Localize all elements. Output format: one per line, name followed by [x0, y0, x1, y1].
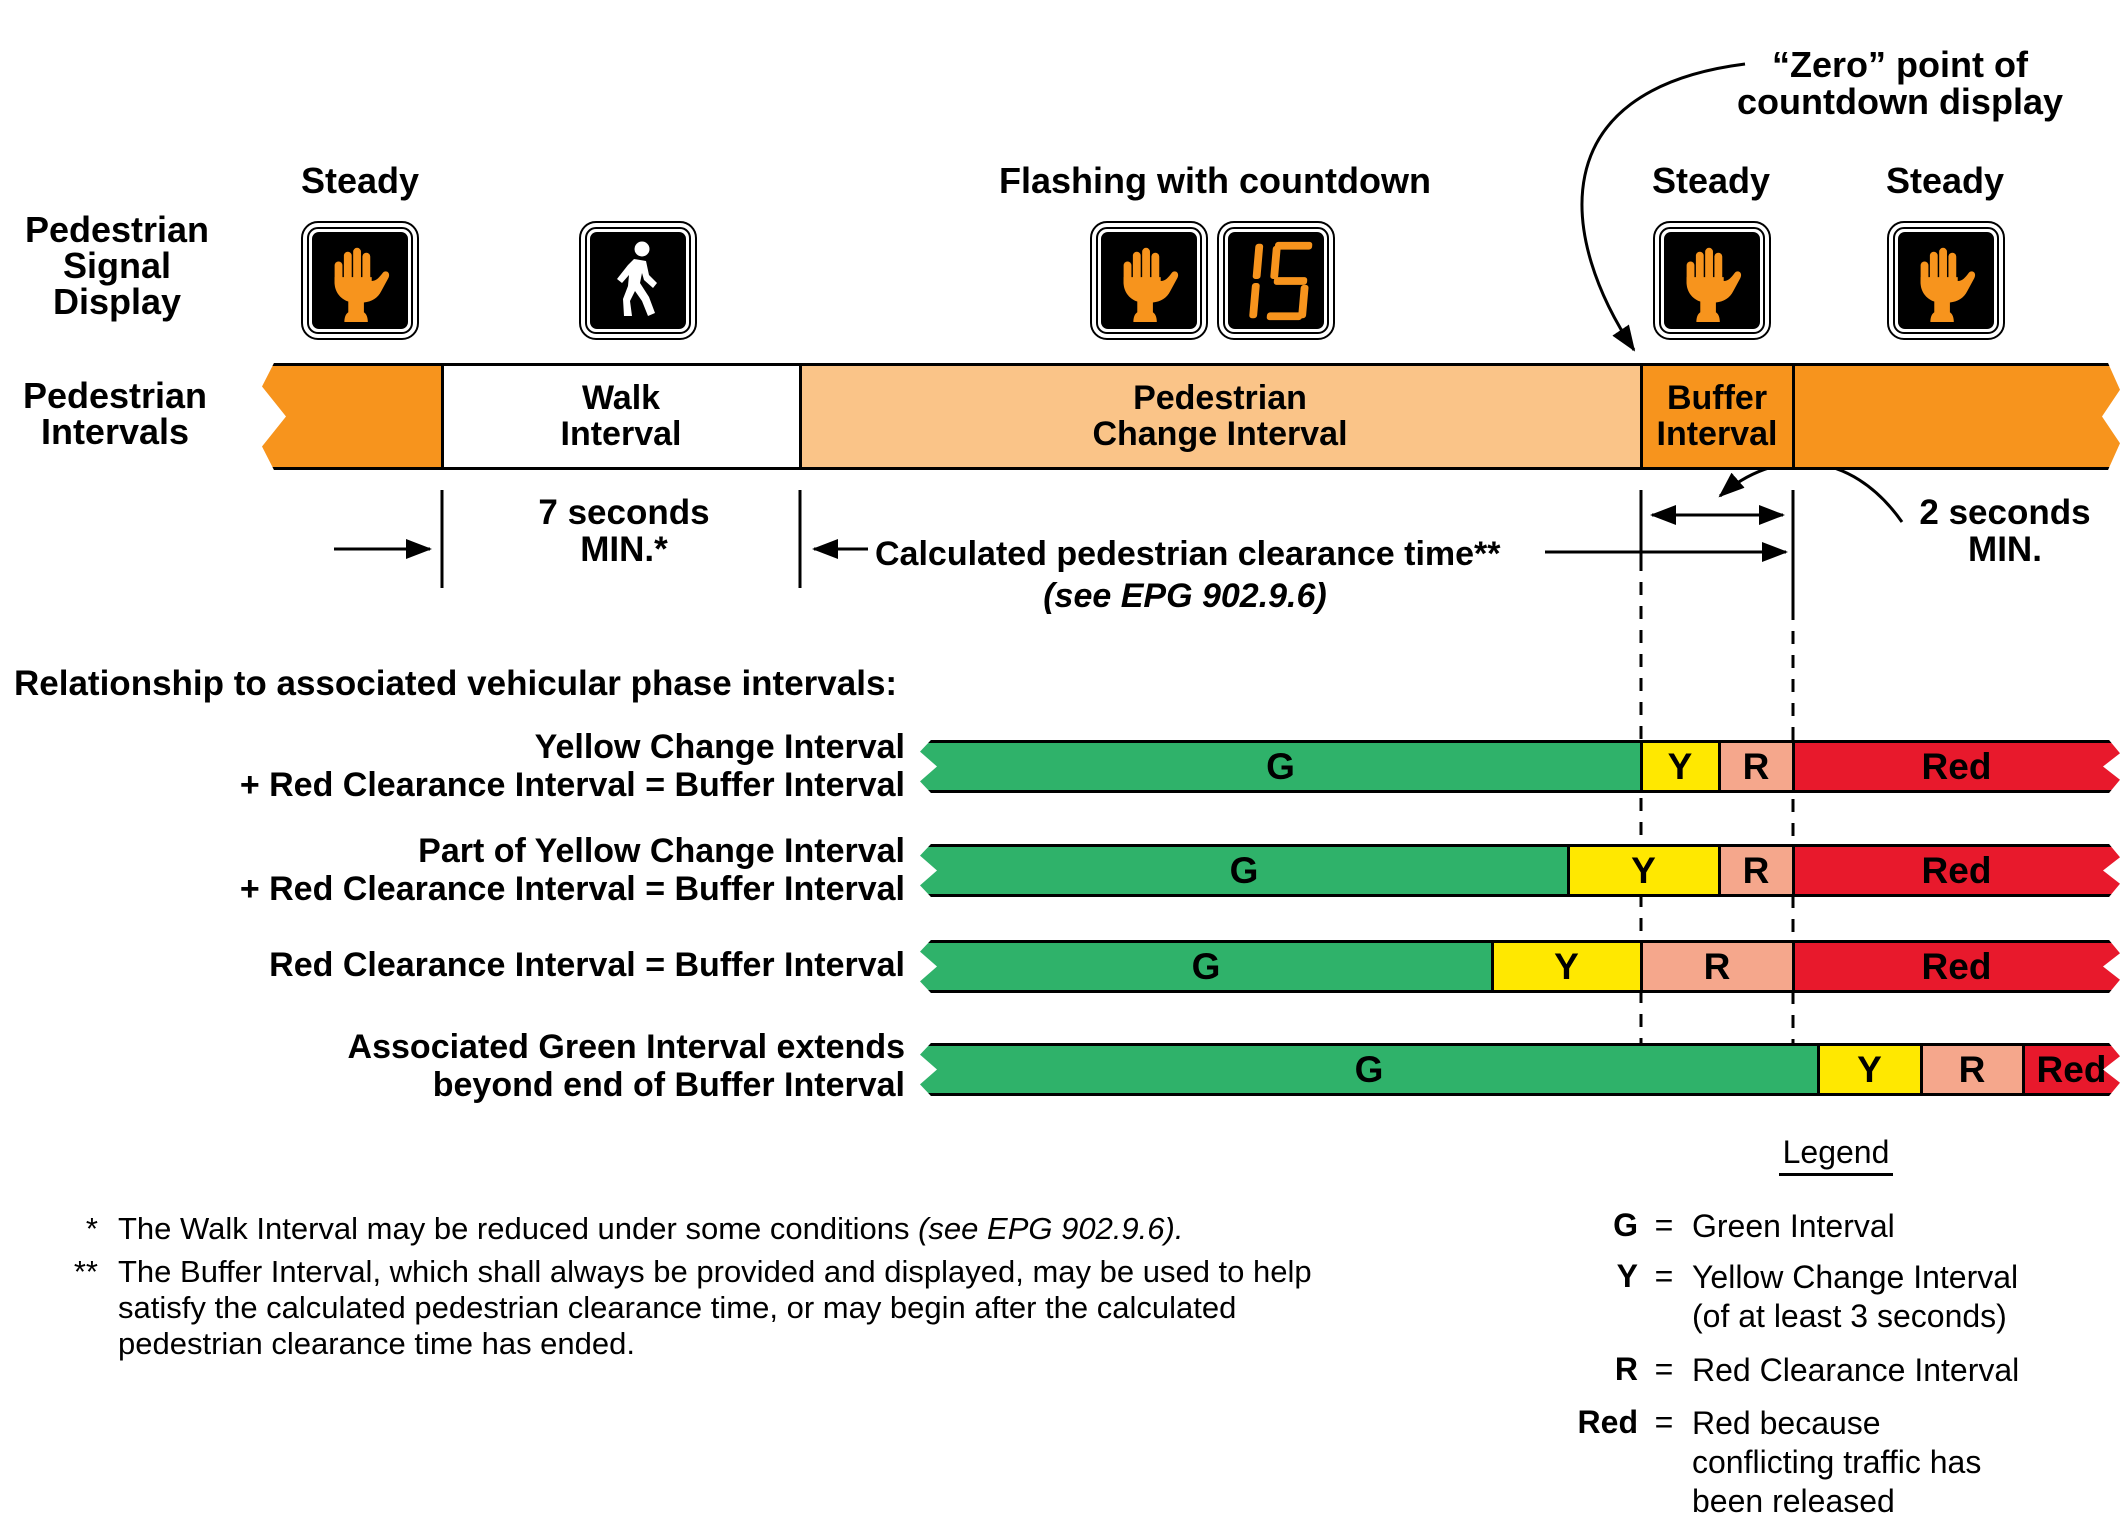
legend-def-red: Red because conflicting traffic has been… [1692, 1405, 1982, 1519]
segment-lead-in [262, 363, 442, 470]
segment-pedestrian-change-interval [800, 363, 1641, 470]
phase-segment-label: Y [1857, 1048, 1882, 1090]
pi-line2: Intervals [40, 411, 190, 452]
legend-key-r: R [1614, 1351, 1638, 1387]
pedestrian-intervals-bar: Walk Interval Pedestrian Change Interval… [262, 363, 2120, 470]
legend-def-r: Red Clearance Interval [1692, 1352, 2020, 1388]
zero-point-arrow [1580, 62, 1746, 352]
psd-line1: Pedestrian [24, 209, 210, 250]
phase-segment-g: G [920, 740, 1641, 793]
signal-head-hand-3 [1653, 221, 1771, 340]
phase-segment-g: G [920, 1043, 1818, 1096]
phase-segment-label: Red [1921, 849, 1992, 891]
state-label-flashing: Flashing with countdown [999, 160, 1431, 201]
phase-segment-g: G [920, 844, 1568, 897]
footnote-1-mark: * [85, 1211, 98, 1246]
pedestrian-change-interval-label: Pedestrian Change Interval [1092, 379, 1348, 453]
row-label-pedestrian-intervals: Pedestrian Intervals [8, 378, 222, 450]
phase-segment-label: Red [1921, 945, 1992, 987]
relationship-heading: Relationship to associated vehicular pha… [14, 664, 898, 703]
phase-segment-label: R [1742, 745, 1770, 787]
segment-continuation [1793, 363, 2120, 470]
footnote-2-mark: ** [73, 1254, 98, 1289]
legend-def-g: Green Interval [1692, 1208, 1895, 1244]
legend-eq: = [1654, 1404, 1674, 1440]
phase-segment-label: R [1703, 945, 1731, 987]
phase-segment-label: G [1191, 945, 1221, 987]
segment-buffer-interval [1641, 363, 1793, 470]
phase-segment-r: R [1921, 1043, 2023, 1096]
raised-hand-icon [1123, 247, 1179, 322]
phase-segment-label: Red [2036, 1048, 2107, 1090]
vehicular-bar-4: G Y R Red [920, 1043, 2120, 1096]
clearance-time-label: Calculated pedestrian clearance time** [875, 535, 1501, 573]
legend-key-g: G [1613, 1207, 1638, 1243]
walk-min-label: 7 seconds MIN.* [538, 493, 710, 569]
legend-key-y: Y [1616, 1258, 1638, 1294]
psd-line3: Display [52, 281, 182, 322]
phase-segment-y: Y [1568, 844, 1719, 897]
phase-segment-r: R [1719, 844, 1793, 897]
vehicular-bar-1: G Y R Red [920, 740, 2120, 793]
raised-hand-icon [334, 247, 390, 322]
pi-line1: Pedestrian [22, 375, 208, 416]
walk-interval-label: Walk Interval [560, 379, 682, 453]
walking-person-icon [617, 241, 657, 316]
phase-segment-label: Y [1554, 945, 1579, 987]
state-label-steady-3: Steady [1885, 160, 2005, 201]
raised-hand-icon [1920, 247, 1976, 322]
buffer-min-label: 2 seconds MIN. [1919, 493, 2091, 569]
vbar-label-row2: Part of Yellow Change Interval + Red Cle… [239, 832, 905, 908]
signal-head-hand-1 [301, 221, 419, 340]
segment-walk-interval [442, 363, 800, 470]
vbar-label-row3: Red Clearance Interval = Buffer Interval [269, 946, 905, 984]
phase-segment-r: R [1719, 740, 1793, 793]
footnote-2-text: The Buffer Interval, which shall always … [118, 1254, 1312, 1361]
phase-segment-label: G [1229, 849, 1259, 891]
phase-segment-r: R [1641, 940, 1793, 993]
phase-segment-y: Y [1818, 1043, 1921, 1096]
two-seconds-arrow [1718, 461, 1904, 523]
vehicular-bar-2: G Y R Red [920, 844, 2120, 897]
legend-key-red: Red [1577, 1404, 1638, 1440]
buffer-interval-label: Buffer Interval [1656, 379, 1778, 453]
legend-eq: = [1654, 1351, 1674, 1387]
legend-eq: = [1654, 1258, 1674, 1294]
phase-segment-label: R [1742, 849, 1770, 891]
zero-point-note: “Zero” point of countdown display [1690, 46, 2110, 120]
state-label-steady-2: Steady [1651, 160, 1771, 201]
phase-segment-red: Red [1793, 844, 2120, 897]
vehicular-bar-3: G Y R Red [920, 940, 2120, 993]
phase-segment-y: Y [1641, 740, 1719, 793]
phase-segment-label: Y [1667, 745, 1693, 787]
phase-segment-label: Y [1631, 849, 1656, 891]
phase-segment-label: R [1958, 1048, 1986, 1090]
signal-head-hand-4 [1887, 221, 2005, 340]
phase-segment-label: G [1266, 745, 1295, 787]
phase-segment-label: Red [1921, 745, 1992, 787]
zero-point-line1: “Zero” point of [1772, 44, 2028, 85]
state-label-steady-1: Steady [300, 160, 420, 201]
phase-segment-red: Red [1793, 740, 2120, 793]
psd-line2: Signal [62, 245, 172, 286]
row-label-pedestrian-signal-display: Pedestrian Signal Display [10, 212, 224, 320]
countdown-15-icon [1249, 241, 1313, 320]
legend-title: Legend [1726, 1134, 1946, 1176]
footnote-1-text: The Walk Interval may be reduced under s… [118, 1211, 1184, 1246]
signal-head-countdown [1217, 221, 1335, 340]
clearance-reference-label: (see EPG 902.9.6) [1043, 577, 1327, 615]
vbar-label-row1: Yellow Change Interval + Red Clearance I… [239, 728, 905, 804]
signal-head-hand-2 [1090, 221, 1208, 340]
legend-def-y: Yellow Change Interval (of at least 3 se… [1692, 1259, 2019, 1334]
signal-head-walk [579, 221, 697, 340]
raised-hand-icon [1686, 247, 1742, 322]
phase-segment-y: Y [1492, 940, 1641, 993]
vbar-label-row4: Associated Green Interval extends beyond… [347, 1028, 905, 1104]
phase-segment-label: G [1354, 1048, 1384, 1090]
phase-segment-red: Red [1793, 940, 2120, 993]
zero-point-line2: countdown display [1736, 81, 2063, 122]
legend-eq: = [1654, 1207, 1674, 1243]
phase-segment-g: G [920, 940, 1492, 993]
